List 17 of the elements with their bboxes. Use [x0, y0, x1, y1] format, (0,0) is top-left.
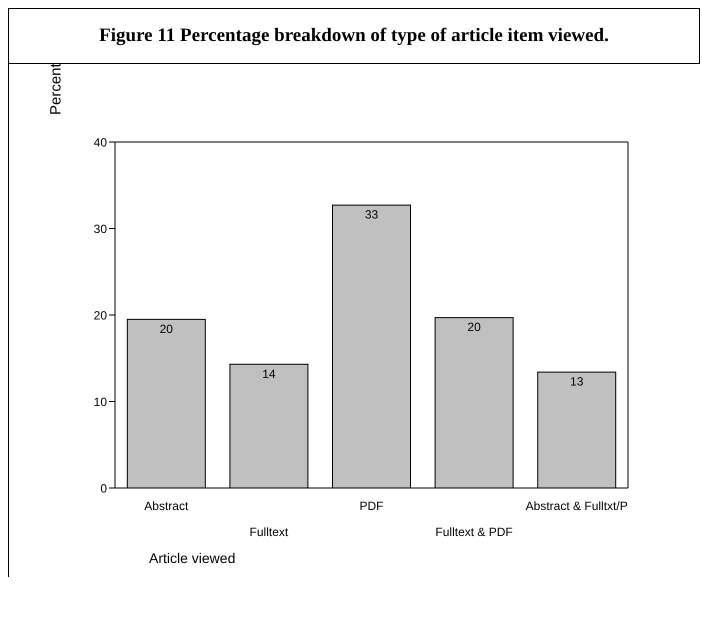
x-axis-title: Article viewed	[149, 550, 236, 566]
x-tick-label: Abstract & Fulltxt/P	[526, 499, 628, 513]
y-tick-label: 10	[94, 394, 108, 409]
x-tick-label: Fulltext	[250, 525, 289, 539]
x-tick-label: PDF	[360, 499, 384, 513]
y-tick-label: 0	[100, 481, 108, 496]
y-tick-label: 20	[94, 308, 108, 322]
chart-title: Figure 11 Percentage breakdown of type of article item viewed.	[8, 8, 700, 64]
y-tick-label: 30	[94, 222, 108, 236]
x-tick-label: Fulltext & PDF	[435, 525, 513, 539]
data-label: 20	[467, 320, 482, 334]
data-label: 33	[364, 208, 379, 222]
data-label: 13	[570, 374, 584, 389]
data-label: 14	[262, 366, 276, 381]
data-label: 20	[160, 322, 174, 336]
y-tick-label: 40	[94, 135, 108, 150]
x-tick-label: Abstract	[144, 499, 189, 513]
